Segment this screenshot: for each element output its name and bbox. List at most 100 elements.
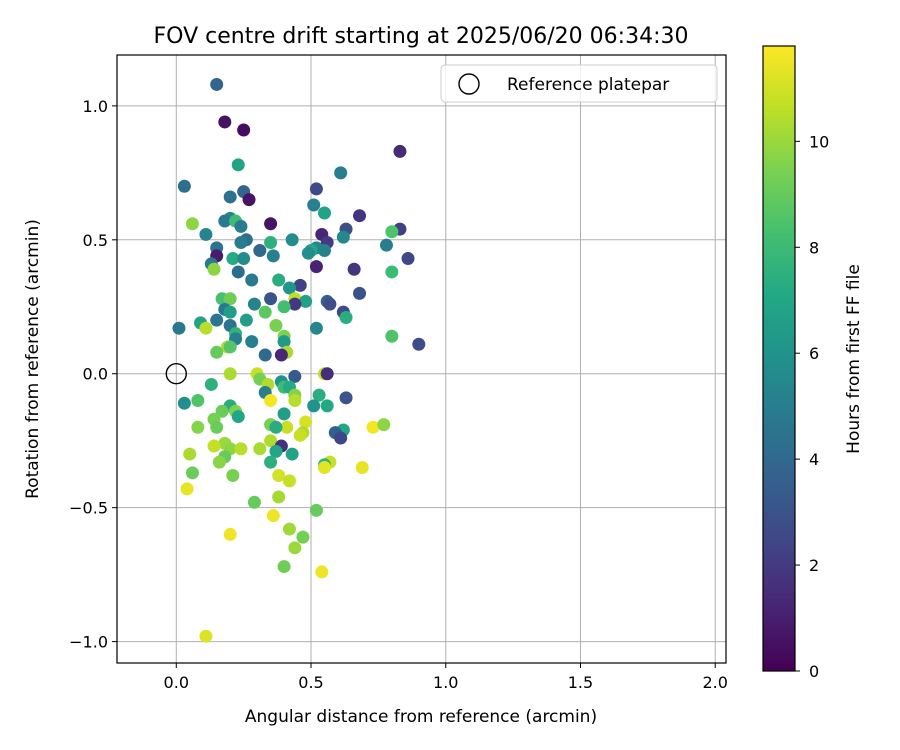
- x-tick-label: 0.5: [298, 673, 323, 692]
- data-point: [199, 227, 213, 241]
- data-point: [207, 262, 221, 276]
- data-point: [317, 244, 331, 258]
- data-point: [334, 166, 348, 180]
- data-point: [301, 246, 315, 260]
- chart-title: FOV centre drift starting at 2025/06/20 …: [154, 24, 689, 49]
- data-point: [385, 225, 399, 239]
- x-axis-label: Angular distance from reference (arcmin): [245, 707, 597, 727]
- data-point: [299, 294, 313, 308]
- data-point: [385, 265, 399, 279]
- data-point: [336, 230, 350, 244]
- data-point: [237, 123, 251, 137]
- data-point: [269, 319, 283, 333]
- data-point: [274, 348, 288, 362]
- data-point: [177, 396, 191, 410]
- data-point: [247, 495, 261, 509]
- data-point: [309, 503, 323, 517]
- data-point: [231, 265, 245, 279]
- data-point: [210, 420, 224, 434]
- data-point: [258, 348, 272, 362]
- data-point: [199, 629, 213, 643]
- data-point: [218, 214, 232, 228]
- data-point: [223, 292, 237, 306]
- data-point: [223, 305, 237, 319]
- data-point: [353, 209, 367, 223]
- data-point: [253, 442, 267, 456]
- data-point: [207, 439, 221, 453]
- data-point: [309, 182, 323, 196]
- x-axis-ticks: 0.0 0.5 1.0 1.5 2.0: [164, 663, 728, 692]
- data-point: [266, 509, 280, 523]
- colorbar-frame: [762, 45, 796, 672]
- data-point: [223, 527, 237, 541]
- x-tick-label: 2.0: [702, 673, 727, 692]
- legend-box: [440, 64, 718, 103]
- colorbar-label: Hours from first FF file: [844, 264, 864, 454]
- data-point: [277, 407, 291, 421]
- data-point: [180, 482, 194, 496]
- data-point: [377, 418, 391, 432]
- data-point: [288, 394, 302, 408]
- data-point: [234, 235, 248, 249]
- colorbar-tick-label: 10: [809, 132, 829, 151]
- data-point: [185, 217, 199, 231]
- data-point: [242, 193, 256, 207]
- data-point: [191, 394, 205, 408]
- data-point: [245, 273, 259, 287]
- data-point: [223, 367, 237, 381]
- data-point: [293, 428, 307, 442]
- data-point: [285, 447, 299, 461]
- data-point: [288, 541, 302, 555]
- data-point: [355, 460, 369, 474]
- y-tick-label: 0.5: [83, 231, 108, 250]
- plot-frame: [116, 54, 727, 664]
- data-point: [269, 444, 283, 458]
- data-point: [264, 394, 278, 408]
- data-point: [223, 340, 237, 354]
- data-point: [264, 434, 278, 448]
- data-point: [234, 442, 248, 456]
- data-point: [339, 391, 353, 405]
- data-point: [347, 262, 361, 276]
- data-point: [204, 377, 218, 391]
- data-point: [264, 292, 278, 306]
- colorbar: 0 2 4 6 8 10 Hours from first FF file: [762, 45, 864, 681]
- data-point: [223, 190, 237, 204]
- data-point: [210, 345, 224, 359]
- data-point: [264, 217, 278, 231]
- data-point: [277, 335, 291, 349]
- data-point: [258, 305, 272, 319]
- data-point: [288, 297, 302, 311]
- data-point: [309, 321, 323, 335]
- data-point: [285, 233, 299, 247]
- data-point: [210, 77, 224, 91]
- x-tick-label: 0.0: [164, 673, 189, 692]
- data-point: [312, 388, 326, 402]
- data-point: [282, 474, 296, 488]
- y-tick-label: 1.0: [83, 97, 108, 116]
- data-point: [412, 337, 426, 351]
- data-point: [334, 431, 348, 445]
- colorbar-tick-label: 6: [809, 344, 819, 363]
- data-point: [393, 144, 407, 158]
- data-point: [315, 565, 329, 579]
- data-point: [234, 219, 248, 233]
- x-tick-label: 1.5: [568, 673, 593, 692]
- legend: Reference platepar: [440, 64, 718, 103]
- data-point: [339, 310, 353, 324]
- colorbar-tick-label: 2: [809, 556, 819, 575]
- y-axis-ticks: −1.0 −0.5 0.0 0.5 1.0: [69, 97, 117, 652]
- data-point: [226, 469, 240, 483]
- data-point: [353, 286, 367, 300]
- legend-entry-reference: Reference platepar: [507, 75, 669, 95]
- y-axis-label: Rotation from reference (arcmin): [23, 219, 43, 499]
- grid-lines: [117, 55, 726, 663]
- data-point: [296, 530, 310, 544]
- data-point: [266, 249, 280, 263]
- data-point: [264, 455, 278, 469]
- y-tick-label: −1.0: [69, 633, 108, 652]
- data-point: [379, 238, 393, 252]
- colorbar-tick-label: 0: [809, 662, 819, 681]
- colorbar-ticks: 0 2 4 6 8 10: [795, 132, 829, 681]
